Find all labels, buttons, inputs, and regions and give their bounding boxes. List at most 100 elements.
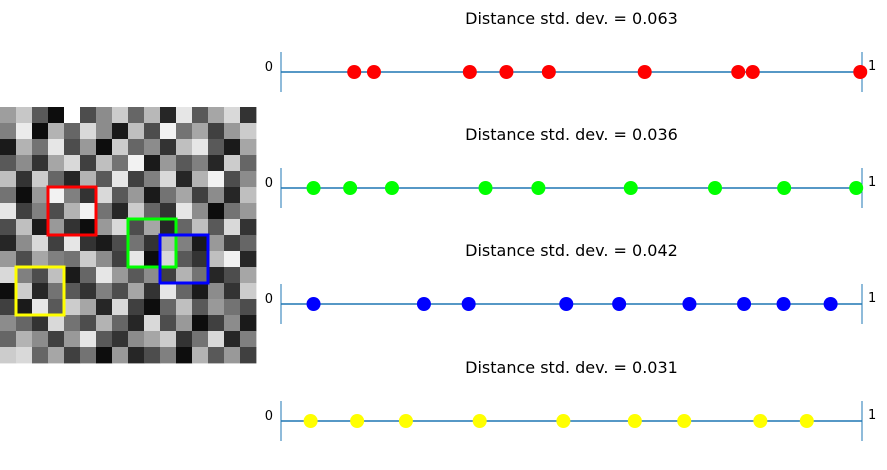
heatmap-cell — [16, 251, 33, 268]
heatmap-cell — [224, 203, 241, 220]
heatmap-cell — [224, 299, 241, 316]
heatmap-cell — [64, 251, 81, 268]
strip-point — [637, 65, 652, 79]
heatmap-cell — [240, 139, 257, 156]
heatmap-cell — [240, 187, 257, 204]
heatmap-cell — [208, 251, 225, 268]
heatmap-cell — [112, 187, 129, 204]
heatmap-cell — [0, 187, 17, 204]
heatmap-cell — [160, 171, 177, 188]
heatmap-cell — [16, 235, 33, 252]
heatmap-cell — [80, 171, 97, 188]
heatmap-cell — [96, 299, 113, 316]
heatmap-cell — [128, 219, 145, 236]
heatmap-cell — [208, 299, 225, 316]
strip-point — [462, 65, 477, 79]
heatmap-cell — [208, 171, 225, 188]
heatmap-cell — [16, 283, 33, 300]
heatmap-cell — [96, 267, 113, 284]
heatmap-cell — [192, 315, 209, 332]
heatmap-cell — [176, 251, 193, 268]
strip-title: Distance std. dev. = 0.042 — [465, 241, 678, 260]
heatmap-cell — [16, 155, 33, 172]
heatmap-cell — [32, 251, 49, 268]
heatmap-cell — [176, 331, 193, 348]
heatmap-cell — [160, 315, 177, 332]
strip-point — [612, 297, 627, 311]
heatmap-cell — [96, 123, 113, 140]
heatmap-cell — [16, 107, 33, 124]
heatmap-cell — [96, 251, 113, 268]
heatmap-cell — [64, 123, 81, 140]
heatmap-cell — [80, 187, 97, 204]
strip-max-label: 1 — [868, 59, 876, 74]
strip-point — [343, 181, 358, 195]
heatmap-cell — [112, 267, 129, 284]
strip-point — [461, 297, 476, 311]
strip-point — [416, 297, 431, 311]
strip-title: Distance std. dev. = 0.063 — [465, 9, 678, 28]
heatmap-cell — [128, 139, 145, 156]
heatmap-cell — [240, 107, 257, 124]
heatmap-cell — [32, 299, 49, 316]
heatmap-cell — [64, 347, 81, 364]
heatmap-cell — [224, 315, 241, 332]
heatmap-cell — [208, 283, 225, 300]
heatmap-cell — [160, 219, 177, 236]
strip-point — [306, 181, 321, 195]
heatmap-cell — [96, 315, 113, 332]
heatmap-cell — [176, 203, 193, 220]
heatmap-cell — [48, 203, 65, 220]
heatmap-cell — [224, 155, 241, 172]
heatmap-cell — [64, 107, 81, 124]
heatmap-cell — [112, 299, 129, 316]
heatmap-cell — [224, 187, 241, 204]
heatmap-cell — [80, 219, 97, 236]
heatmap-cell — [192, 219, 209, 236]
heatmap-cell — [208, 139, 225, 156]
heatmap-cell — [0, 299, 17, 316]
heatmap-cell — [112, 139, 129, 156]
heatmap-cell — [160, 283, 177, 300]
heatmap-cell — [144, 347, 161, 364]
heatmap-cell — [32, 171, 49, 188]
heatmap-cell — [208, 107, 225, 124]
heatmap-cell — [224, 331, 241, 348]
heatmap-cell — [160, 155, 177, 172]
heatmap-cell — [32, 331, 49, 348]
heatmap-cell — [224, 251, 241, 268]
heatmap-cell — [240, 347, 257, 364]
heatmap-cell — [48, 139, 65, 156]
strip-point — [350, 414, 365, 428]
heatmap-cell — [48, 283, 65, 300]
strip-max-label: 1 — [868, 175, 876, 190]
heatmap-cell — [240, 123, 257, 140]
heatmap-cell — [192, 251, 209, 268]
strip-point — [559, 297, 574, 311]
heatmap-cell — [208, 155, 225, 172]
heatmap-cell — [224, 347, 241, 364]
heatmap-cell — [96, 219, 113, 236]
heatmap-cell — [176, 283, 193, 300]
heatmap-cell — [240, 251, 257, 268]
heatmap-cell — [112, 155, 129, 172]
heatmap-cell — [192, 235, 209, 252]
heatmap-cell — [0, 155, 17, 172]
strip-min-label: 0 — [265, 176, 273, 191]
heatmap-cell — [48, 235, 65, 252]
heatmap-cell — [32, 283, 49, 300]
heatmap-cell — [224, 283, 241, 300]
heatmap-cell — [32, 187, 49, 204]
strip-plot: Distance std. dev. = 0.063 0 1 — [265, 9, 876, 92]
heatmap-cell — [64, 187, 81, 204]
heatmap-cell — [48, 219, 65, 236]
heatmap-cell — [112, 123, 129, 140]
patch-heatmap — [0, 107, 257, 364]
heatmap-cell — [128, 331, 145, 348]
heatmap-cell — [48, 123, 65, 140]
heatmap-cell — [112, 171, 129, 188]
heatmap-cell — [192, 155, 209, 172]
heatmap-cell — [48, 251, 65, 268]
heatmap-cell — [224, 107, 241, 124]
heatmap-cell — [64, 155, 81, 172]
